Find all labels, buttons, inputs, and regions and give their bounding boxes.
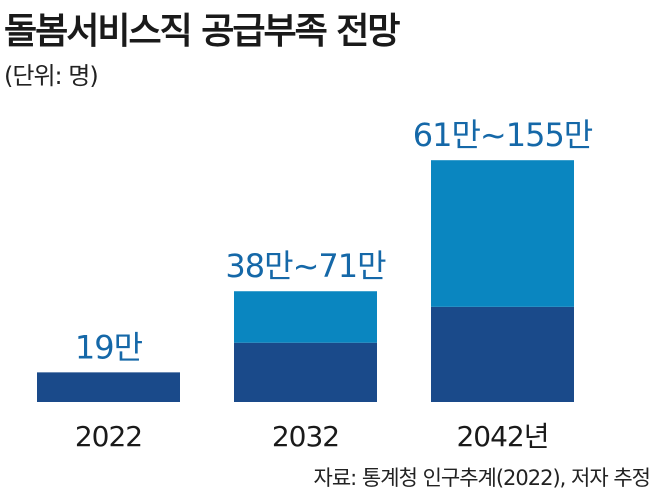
bar-2042년-series-0	[431, 306, 574, 402]
x-tick-label: 2042년	[456, 420, 548, 453]
data-label: 38만~71만	[225, 247, 386, 285]
data-label: 61만~155만	[413, 116, 593, 154]
chart-title: 돌봄서비스직 공급부족 전망	[4, 11, 401, 52]
x-tick-label: 2022	[75, 420, 142, 453]
bar-2032-series-0	[234, 342, 377, 402]
bar-2022-series-0	[37, 372, 180, 402]
data-label: 19만	[75, 328, 143, 366]
source-note: 자료: 통계청 인구추계(2022), 저자 추정	[313, 466, 651, 490]
bar-2032-series-1	[234, 291, 377, 343]
x-tick-label: 2032	[272, 420, 339, 453]
unit-label: (단위: 명)	[4, 62, 99, 90]
bar-2042년-series-1	[431, 160, 574, 307]
